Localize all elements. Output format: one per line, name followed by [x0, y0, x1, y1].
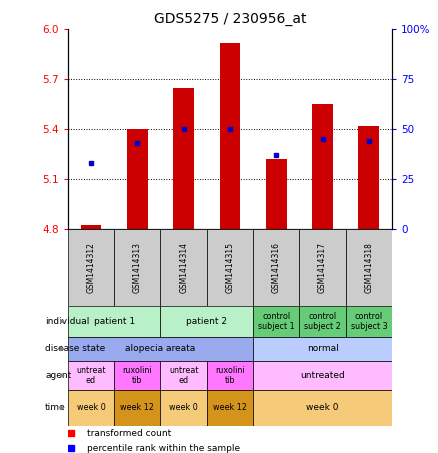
Text: ruxolini
tib: ruxolini tib	[123, 366, 152, 385]
Bar	[253, 361, 392, 390]
Text: week 12: week 12	[213, 403, 247, 412]
Text: patient 2: patient 2	[186, 317, 227, 326]
Bar	[114, 390, 160, 426]
Text: GSM1414314: GSM1414314	[179, 242, 188, 293]
Text: week 0: week 0	[169, 403, 198, 412]
Bar	[219, 43, 240, 229]
Bar	[266, 159, 286, 229]
Bar	[207, 361, 253, 390]
Bar	[173, 87, 194, 229]
Bar	[114, 229, 160, 306]
Text: week 0: week 0	[77, 403, 106, 412]
Text: patient 1: patient 1	[94, 317, 135, 326]
Text: control
subject 2: control subject 2	[304, 312, 341, 331]
Bar	[81, 226, 102, 229]
Text: individual: individual	[45, 317, 90, 326]
Text: untreat
ed: untreat ed	[169, 366, 198, 385]
Text: GSM1414317: GSM1414317	[318, 242, 327, 293]
Bar	[68, 390, 114, 426]
Text: GSM1414316: GSM1414316	[272, 242, 281, 293]
Bar	[346, 306, 392, 337]
Bar	[207, 229, 253, 306]
Bar	[312, 104, 333, 229]
Bar	[358, 126, 379, 229]
Text: week 0: week 0	[306, 403, 339, 412]
Bar	[160, 390, 207, 426]
Bar	[346, 229, 392, 306]
Bar	[253, 390, 392, 426]
Text: week 12: week 12	[120, 403, 154, 412]
Bar	[207, 390, 253, 426]
Text: GSM1414313: GSM1414313	[133, 242, 142, 293]
Text: GSM1414312: GSM1414312	[87, 242, 95, 293]
Text: normal: normal	[307, 344, 339, 353]
Text: GSM1414315: GSM1414315	[226, 242, 234, 293]
Bar	[68, 306, 160, 337]
Bar	[160, 306, 253, 337]
Text: time: time	[45, 403, 66, 412]
Text: GSM1414318: GSM1414318	[364, 242, 373, 293]
Text: untreated: untreated	[300, 371, 345, 380]
Text: control
subject 1: control subject 1	[258, 312, 295, 331]
Bar	[114, 361, 160, 390]
Text: agent: agent	[45, 371, 71, 380]
Title: GDS5275 / 230956_at: GDS5275 / 230956_at	[154, 12, 306, 26]
Text: alopecia areata: alopecia areata	[125, 344, 196, 353]
Text: untreat
ed: untreat ed	[76, 366, 106, 385]
Bar	[253, 229, 300, 306]
Bar	[68, 229, 114, 306]
Bar	[253, 306, 300, 337]
Bar	[300, 229, 346, 306]
Text: control
subject 3: control subject 3	[350, 312, 387, 331]
Bar	[160, 229, 207, 306]
Text: ruxolini
tib: ruxolini tib	[215, 366, 245, 385]
Bar	[68, 337, 253, 361]
Text: percentile rank within the sample: percentile rank within the sample	[87, 443, 240, 453]
Bar	[68, 361, 114, 390]
Text: disease state: disease state	[45, 344, 106, 353]
Bar	[160, 361, 207, 390]
Bar	[300, 306, 346, 337]
Bar	[253, 337, 392, 361]
Text: transformed count: transformed count	[87, 429, 172, 438]
Bar	[127, 129, 148, 229]
